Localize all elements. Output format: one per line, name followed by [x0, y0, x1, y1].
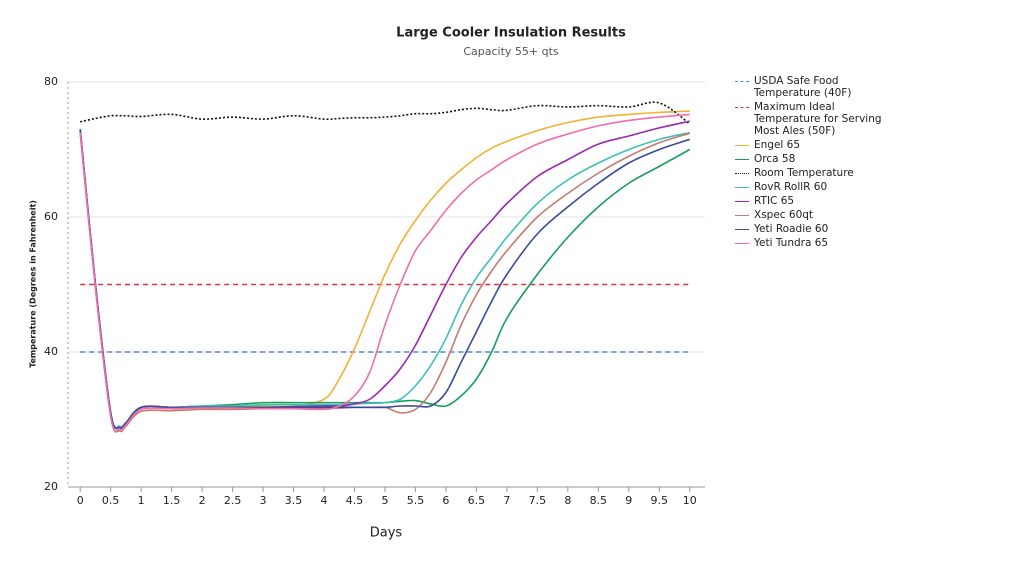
legend-item: USDA Safe Food Temperature (40F)	[735, 75, 895, 99]
x-tick-label: 0	[77, 494, 84, 507]
y-axis-label: Temperature (Degrees in Fahrenheit)	[29, 200, 38, 368]
legend-swatch	[735, 243, 749, 244]
legend-item: Engel 65	[735, 139, 895, 151]
x-tick-label: 5	[381, 494, 388, 507]
x-tick-label: 9	[625, 494, 632, 507]
legend-label: Yeti Tundra 65	[754, 237, 829, 249]
legend-swatch	[735, 81, 749, 82]
y-tick-label: 40	[44, 345, 58, 358]
x-tick-label: 0.5	[102, 494, 120, 507]
y-tick-label: 80	[44, 75, 58, 88]
legend-label: Xspec 60qt	[754, 209, 814, 221]
legend-label: Orca 58	[754, 153, 796, 165]
legend-swatch	[735, 229, 749, 230]
legend-swatch	[735, 173, 749, 174]
series-line	[79, 130, 690, 429]
x-tick-label: 10	[683, 494, 697, 507]
y-tick-label: 20	[44, 480, 58, 493]
legend-swatch	[735, 159, 749, 160]
x-tick-label: 2.5	[224, 494, 242, 507]
x-tick-label: 6.5	[468, 494, 486, 507]
x-tick-label: 4	[321, 494, 328, 507]
legend-item: Yeti Tundra 65	[735, 237, 895, 249]
x-tick-label: 8.5	[590, 494, 608, 507]
y-tick-label: 60	[44, 210, 58, 223]
x-tick-label: 4.5	[346, 494, 364, 507]
legend-label: Room Temperature	[754, 167, 854, 179]
x-tick-label: 7	[503, 494, 510, 507]
x-tick-label: 3.5	[285, 494, 303, 507]
legend-item: RTIC 65	[735, 195, 895, 207]
x-tick-label: 8	[564, 494, 571, 507]
legend-swatch	[735, 201, 749, 202]
series-line	[79, 129, 691, 430]
legend-item: Maximum Ideal Temperature for Serving Mo…	[735, 101, 895, 137]
chart-subtitle: Capacity 55+ qts	[463, 45, 559, 58]
series-line	[79, 132, 690, 433]
legend-item: RovR RollR 60	[735, 181, 895, 193]
x-tick-label: 9.5	[651, 494, 669, 507]
x-tick-label: 3	[260, 494, 267, 507]
legend-item: Room Temperature	[735, 167, 895, 179]
x-axis-label: Days	[370, 526, 403, 541]
legend-swatch	[735, 187, 749, 188]
x-tick-label: 2	[199, 494, 206, 507]
x-tick-label: 1	[138, 494, 145, 507]
series-line	[79, 113, 690, 432]
legend-label: Maximum Ideal Temperature for Serving Mo…	[754, 101, 882, 137]
x-tick-label: 5.5	[407, 494, 425, 507]
legend-label: RTIC 65	[754, 195, 795, 207]
legend-label: Engel 65	[754, 139, 801, 151]
legend-swatch	[735, 145, 749, 146]
legend-label: RovR RollR 60	[754, 181, 828, 193]
legend-item: Orca 58	[735, 153, 895, 165]
legend-swatch	[735, 215, 749, 216]
legend-item: Yeti Roadie 60	[735, 223, 895, 235]
legend-label: USDA Safe Food Temperature (40F)	[754, 75, 852, 99]
x-tick-label: 6	[442, 494, 449, 507]
x-tick-label: 7.5	[529, 494, 547, 507]
chart-title: Large Cooler Insulation Results	[396, 26, 626, 41]
legend-item: Xspec 60qt	[735, 209, 895, 221]
x-tick-label: 1.5	[163, 494, 181, 507]
legend: USDA Safe Food Temperature (40F) Maximum …	[735, 75, 895, 251]
legend-swatch	[735, 107, 749, 108]
series-line	[80, 101, 691, 125]
legend-label: Yeti Roadie 60	[754, 223, 829, 235]
series-line	[79, 110, 690, 430]
